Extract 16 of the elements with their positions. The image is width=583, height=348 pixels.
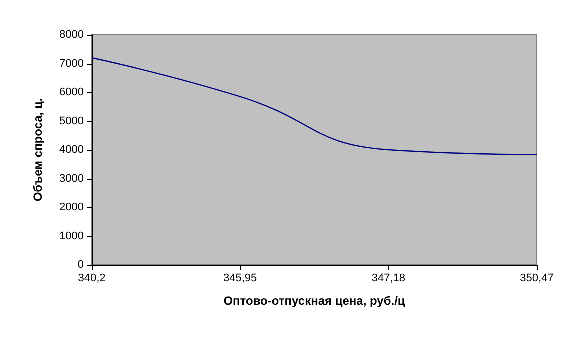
x-tick-label: 345,95 — [224, 272, 258, 284]
y-tick-label: 8000 — [60, 29, 84, 41]
y-tick-label: 4000 — [60, 144, 84, 156]
x-tick-label: 340,2 — [78, 272, 106, 284]
line-series — [91, 57, 538, 156]
y-tick-label: 0 — [78, 259, 84, 271]
y-tick-label: 5000 — [60, 115, 84, 128]
y-tick-label: 3000 — [60, 172, 84, 185]
y-tick-label: 7000 — [60, 58, 84, 70]
y-axis-title: Объем спроса, ц. — [31, 98, 45, 202]
x-tick-label: 350,47 — [520, 272, 554, 284]
x-tick-label: 347,18 — [372, 272, 406, 284]
y-tick-label: 1000 — [60, 230, 84, 242]
x-axis-title: Оптово-отпускная цена, руб./ц — [224, 294, 406, 308]
y-tick-label: 2000 — [60, 202, 84, 214]
y-tick-label: 6000 — [60, 86, 84, 98]
